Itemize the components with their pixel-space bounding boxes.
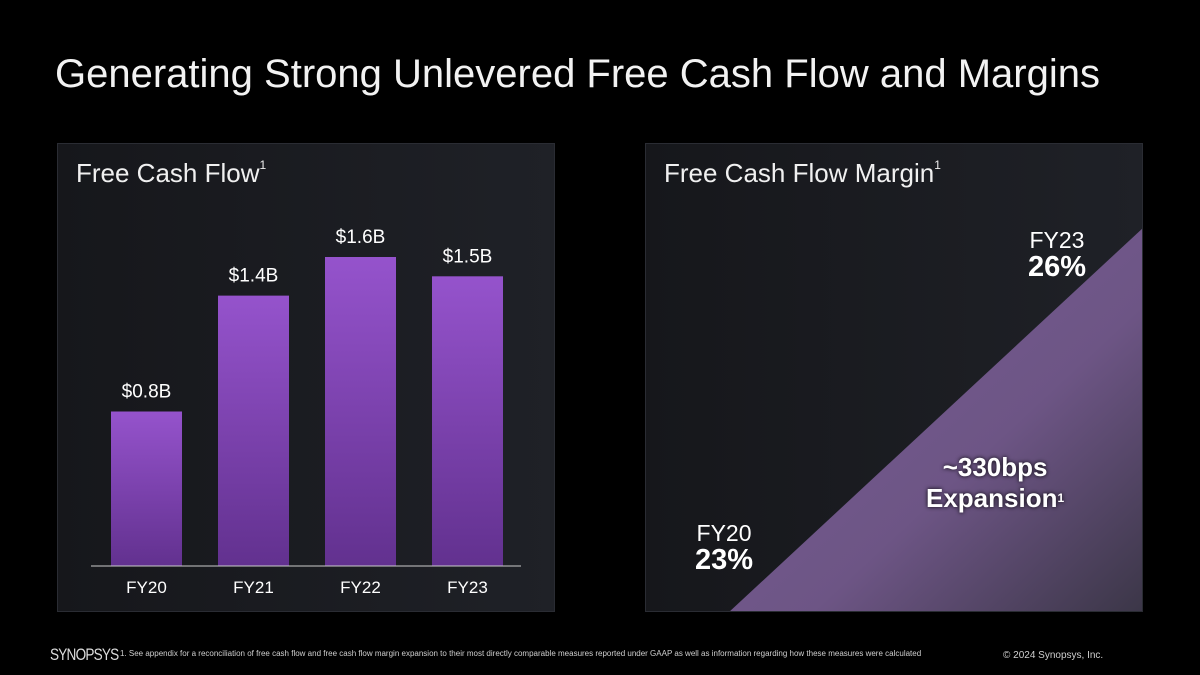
data-label: $1.5B [443, 246, 493, 267]
x-tick-label: FY22 [340, 578, 381, 597]
fy20-margin: FY20 23% [695, 520, 753, 575]
page-title: Generating Strong Unlevered Free Cash Fl… [55, 52, 1100, 96]
footnote-marker: 1 [934, 158, 941, 172]
footnote-marker: 1 [259, 158, 267, 172]
fy20-label: FY20 [696, 520, 752, 546]
panel-title-text: Free Cash Flow [76, 158, 260, 188]
fy23-margin: FY23 26% [1028, 227, 1086, 282]
expansion-callout: ~330bps Expansion1 [926, 452, 1064, 514]
fy23-label: FY23 [1029, 227, 1085, 253]
expansion-label: Expansion [926, 483, 1058, 513]
bar-FY22 [325, 257, 396, 566]
fy23-value: 26% [1027, 251, 1086, 283]
expansion-wedge [730, 228, 1142, 611]
bar-FY20 [111, 411, 182, 566]
data-label: $1.6B [336, 227, 386, 248]
x-tick-label: FY20 [126, 578, 167, 597]
bar-chart: $0.8B FY20 $1.4B FY21 $1.6B FY22 $1.5B FY23 [91, 227, 521, 597]
margin-triangle [730, 228, 1142, 611]
data-label: $1.4B [229, 266, 279, 287]
copyright: © 2024 Synopsys, Inc. [1003, 650, 1104, 661]
bar-FY21 [218, 295, 289, 566]
x-tick-label: FY21 [233, 578, 274, 597]
panel-title-text: Free Cash Flow Margin [664, 158, 935, 188]
footnote: 1. See appendix for a reconciliation of … [120, 649, 922, 658]
free-cash-flow-panel: Free Cash Flow1 $0.8B FY20 $1.4B FY21 $1.6B F… [57, 143, 555, 612]
footnote-marker: 1 [1057, 491, 1065, 505]
fy20-value: 23% [695, 544, 754, 576]
expansion-value: ~330bps [942, 452, 1048, 482]
panel-title: Free Cash Flow1 [76, 158, 266, 189]
panel-title: Free Cash Flow Margin1 [664, 158, 941, 189]
bar-FY23 [432, 276, 503, 566]
x-tick-label: FY23 [447, 578, 488, 597]
free-cash-flow-margin-panel: Free Cash Flow Margin1 FY23 26% FY20 23% ~… [645, 143, 1143, 612]
synopsys-logo: SYNOPSYS [50, 645, 119, 664]
data-label: $0.8B [122, 382, 172, 403]
